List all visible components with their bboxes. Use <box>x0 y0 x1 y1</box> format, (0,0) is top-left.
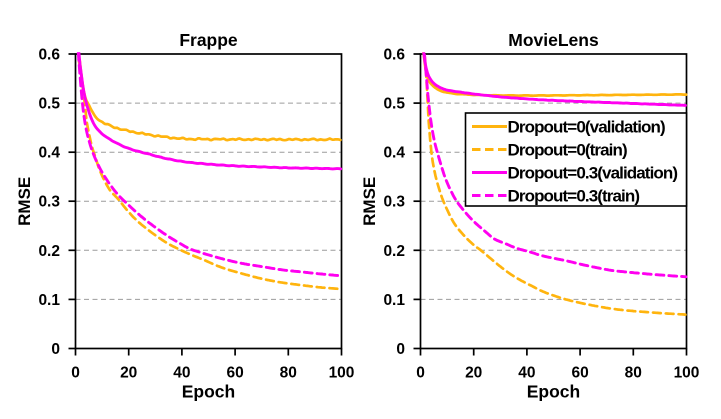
svg-text:Dropout=0.3(train): Dropout=0.3(train) <box>508 187 640 206</box>
svg-text:0.4: 0.4 <box>383 145 405 162</box>
svg-text:0.5: 0.5 <box>38 96 60 113</box>
svg-text:20: 20 <box>120 365 137 382</box>
svg-text:0: 0 <box>396 341 405 358</box>
svg-text:0.3: 0.3 <box>38 194 60 211</box>
svg-text:20: 20 <box>465 365 482 382</box>
svg-text:80: 80 <box>625 365 642 382</box>
svg-text:0.6: 0.6 <box>383 47 405 64</box>
svg-text:0.1: 0.1 <box>383 292 405 309</box>
svg-text:100: 100 <box>329 365 355 382</box>
svg-text:Epoch: Epoch <box>527 382 580 402</box>
svg-text:0: 0 <box>51 341 60 358</box>
svg-text:0.2: 0.2 <box>38 243 60 260</box>
svg-text:40: 40 <box>518 365 535 382</box>
svg-text:0.3: 0.3 <box>383 194 405 211</box>
svg-text:0.1: 0.1 <box>38 292 60 309</box>
svg-text:Dropout=0(train): Dropout=0(train) <box>508 141 627 160</box>
svg-text:80: 80 <box>280 365 297 382</box>
svg-text:Dropout=0(validation): Dropout=0(validation) <box>508 118 665 137</box>
svg-text:0: 0 <box>71 365 80 382</box>
svg-text:Dropout=0.3(validation): Dropout=0.3(validation) <box>508 164 678 183</box>
svg-text:RMSE: RMSE <box>15 177 34 226</box>
svg-text:RMSE: RMSE <box>360 177 379 226</box>
svg-text:0.2: 0.2 <box>383 243 405 260</box>
svg-text:0.6: 0.6 <box>38 47 60 64</box>
svg-text:Frappe: Frappe <box>179 30 238 50</box>
svg-text:100: 100 <box>674 365 700 382</box>
svg-text:0.5: 0.5 <box>383 96 405 113</box>
svg-text:MovieLens: MovieLens <box>508 30 599 50</box>
svg-text:0.4: 0.4 <box>38 145 60 162</box>
svg-text:0: 0 <box>416 365 425 382</box>
svg-text:60: 60 <box>226 365 243 382</box>
svg-text:Epoch: Epoch <box>182 382 235 402</box>
svg-text:60: 60 <box>571 365 588 382</box>
svg-text:40: 40 <box>173 365 190 382</box>
